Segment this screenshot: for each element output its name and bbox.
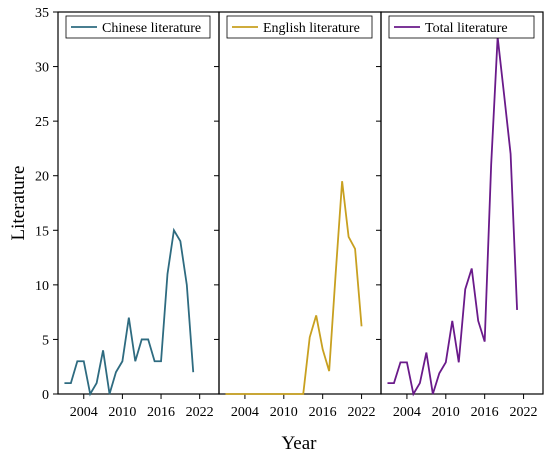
y-axis-title: Literature (8, 166, 29, 241)
series-line-1 (64, 227, 195, 397)
x-tick-label: 2004 (393, 405, 421, 420)
x-tick-label: 2004 (70, 405, 98, 420)
legend-box (65, 15, 211, 39)
y-tick-label: 35 (35, 6, 49, 21)
y-tick-label: 20 (35, 170, 49, 185)
y-tick-label: 5 (42, 333, 49, 348)
x-tick-label: 2016 (471, 405, 499, 420)
x-tick-label: 2010 (108, 405, 136, 420)
x-tick-label: 2016 (309, 405, 337, 420)
y-tick-label: 0 (42, 388, 49, 403)
x-tick-label: 2022 (186, 405, 214, 420)
panel-frame (218, 11, 382, 395)
panel-frame (380, 11, 544, 395)
x-tick-label: 2022 (348, 405, 376, 420)
legend-label: Total literature (425, 21, 508, 36)
y-tick-label: 30 (35, 61, 49, 76)
y-tick-label: 10 (35, 279, 49, 294)
legend-box (388, 15, 535, 39)
panels-layer: 2004 2010 2016 2022 0 5 10 15 20 25 30 35 Chinese li… (35, 6, 544, 420)
x-tick-label: 2022 (510, 405, 538, 420)
series-line-3 (387, 36, 518, 397)
x-axis-title: Year (281, 433, 317, 454)
legend-label: Chinese literature (102, 21, 201, 36)
x-tick-label: 2016 (147, 405, 175, 420)
series-line-2 (225, 181, 363, 395)
legend-box (226, 15, 373, 39)
panel-frame (57, 11, 220, 395)
x-tick-label: 2004 (231, 405, 259, 420)
panel-2: 2004 2010 2016 2022 English literature (214, 11, 382, 420)
legend-label: English literature (263, 21, 360, 36)
panel-3: 2004 2010 2016 2022 Total literature (376, 11, 544, 420)
panel-1: 2004 2010 2016 2022 0 5 10 15 20 25 30 35 Chinese li… (35, 6, 220, 420)
x-tick-label: 2010 (432, 405, 460, 420)
y-tick-label: 15 (35, 224, 49, 239)
y-tick-label: 25 (35, 115, 49, 130)
x-tick-label: 2010 (270, 405, 298, 420)
